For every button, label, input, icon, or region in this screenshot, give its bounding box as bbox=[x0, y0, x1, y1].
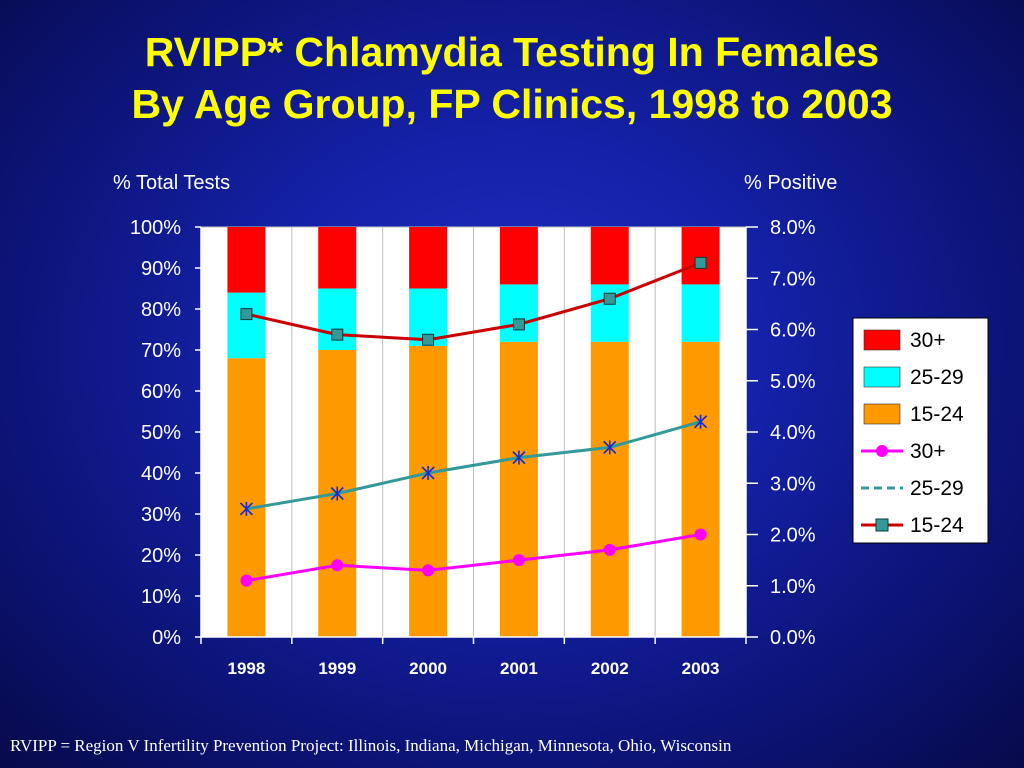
bar-15-24-1998 bbox=[227, 358, 266, 637]
right-tick-label: 7.0% bbox=[770, 268, 816, 290]
line-series-15-24 bbox=[246, 261, 702, 342]
marker-30+-2002 bbox=[603, 543, 616, 556]
bar-25-29-2003 bbox=[681, 284, 720, 342]
chart-title: RVIPP* Chlamydia Testing In Females By A… bbox=[0, 26, 1024, 130]
bar-30+-1998 bbox=[227, 227, 266, 293]
x-tick-label-1998: 1998 bbox=[228, 659, 266, 678]
marker-30+-1999 bbox=[331, 559, 344, 572]
line-series-30+ bbox=[246, 533, 701, 583]
legend-marker-square bbox=[875, 518, 889, 532]
right-tick-label: 0.0% bbox=[770, 627, 816, 649]
bar-15-24-2000 bbox=[409, 345, 448, 637]
left-tick-label: 60% bbox=[141, 381, 181, 403]
x-tick-label-2000: 2000 bbox=[409, 659, 447, 678]
x-tick-label-2002: 2002 bbox=[591, 659, 629, 678]
bar-15-24-2001 bbox=[499, 341, 538, 637]
left-tick-label: 70% bbox=[141, 340, 181, 362]
left-tick-label: 100% bbox=[130, 217, 181, 239]
left-axis-title: % Total Tests bbox=[113, 172, 231, 194]
left-tick-label: 40% bbox=[141, 463, 181, 485]
marker-30+-2000 bbox=[422, 564, 435, 577]
bar-30+-2002 bbox=[590, 227, 629, 285]
marker-15-24-2002 bbox=[603, 292, 616, 305]
legend-label-25-29: 25-29 bbox=[910, 477, 964, 500]
bar-30+-2001 bbox=[499, 227, 538, 285]
title-line-2: By Age Group, FP Clinics, 1998 to 2003 bbox=[131, 81, 893, 127]
line-series-25-29 bbox=[246, 420, 701, 511]
bar-30+-1999 bbox=[318, 227, 357, 289]
marker-15-24-1999 bbox=[331, 328, 344, 341]
left-tick-label: 20% bbox=[141, 545, 181, 567]
legend-swatch-bar-15-24 bbox=[863, 403, 901, 425]
marker-15-24-2001 bbox=[512, 318, 525, 331]
legend-swatch-bar-30+ bbox=[863, 329, 901, 351]
right-tick-label: 2.0% bbox=[770, 525, 816, 547]
legend-marker-circle bbox=[876, 445, 888, 457]
right-tick-label: 1.0% bbox=[770, 576, 816, 598]
right-tick-label: 6.0% bbox=[770, 320, 816, 342]
right-tick-label: 8.0% bbox=[770, 217, 816, 239]
marker-30+-1998 bbox=[240, 574, 253, 587]
left-tick-label: 80% bbox=[141, 299, 181, 321]
legend-box bbox=[852, 317, 989, 544]
left-tick-label: 30% bbox=[141, 504, 181, 526]
right-axis-title: % Positive bbox=[744, 172, 838, 194]
marker-30+-2001 bbox=[512, 554, 525, 567]
x-tick-label-2001: 2001 bbox=[500, 659, 538, 678]
legend-label-30+: 30+ bbox=[910, 329, 946, 352]
marker-15-24-2003 bbox=[694, 256, 707, 269]
legend-label-15-24: 15-24 bbox=[910, 514, 964, 537]
bar-15-24-2002 bbox=[590, 341, 629, 637]
left-tick-label: 0% bbox=[152, 627, 181, 649]
legend-swatch-bar-25-29 bbox=[863, 366, 901, 388]
legend-label-25-29: 25-29 bbox=[910, 366, 964, 389]
legend-label-30+: 30+ bbox=[910, 440, 946, 463]
marker-15-24-1998 bbox=[240, 308, 253, 321]
bar-30+-2000 bbox=[409, 227, 448, 289]
marker-30+-2003 bbox=[694, 528, 707, 541]
bar-25-29-1998 bbox=[227, 292, 266, 359]
right-tick-label: 4.0% bbox=[770, 422, 816, 444]
marker-15-24-2000 bbox=[422, 333, 435, 346]
left-tick-label: 90% bbox=[141, 258, 181, 280]
bar-15-24-2003 bbox=[681, 341, 720, 637]
title-line-1: RVIPP* Chlamydia Testing In Females bbox=[144, 29, 880, 75]
bar-30+-2003 bbox=[681, 227, 720, 285]
right-tick-label: 5.0% bbox=[770, 371, 816, 393]
bar-25-29-1999 bbox=[318, 288, 357, 350]
right-tick-label: 3.0% bbox=[770, 473, 816, 495]
x-tick-label-2003: 2003 bbox=[682, 659, 720, 678]
left-tick-label: 10% bbox=[141, 586, 181, 608]
legend-label-15-24: 15-24 bbox=[910, 403, 964, 426]
bar-25-29-2001 bbox=[499, 284, 538, 342]
x-tick-label-1999: 1999 bbox=[318, 659, 356, 678]
footnote: RVIPP = Region V Infertility Prevention … bbox=[10, 736, 732, 755]
left-tick-label: 50% bbox=[141, 422, 181, 444]
